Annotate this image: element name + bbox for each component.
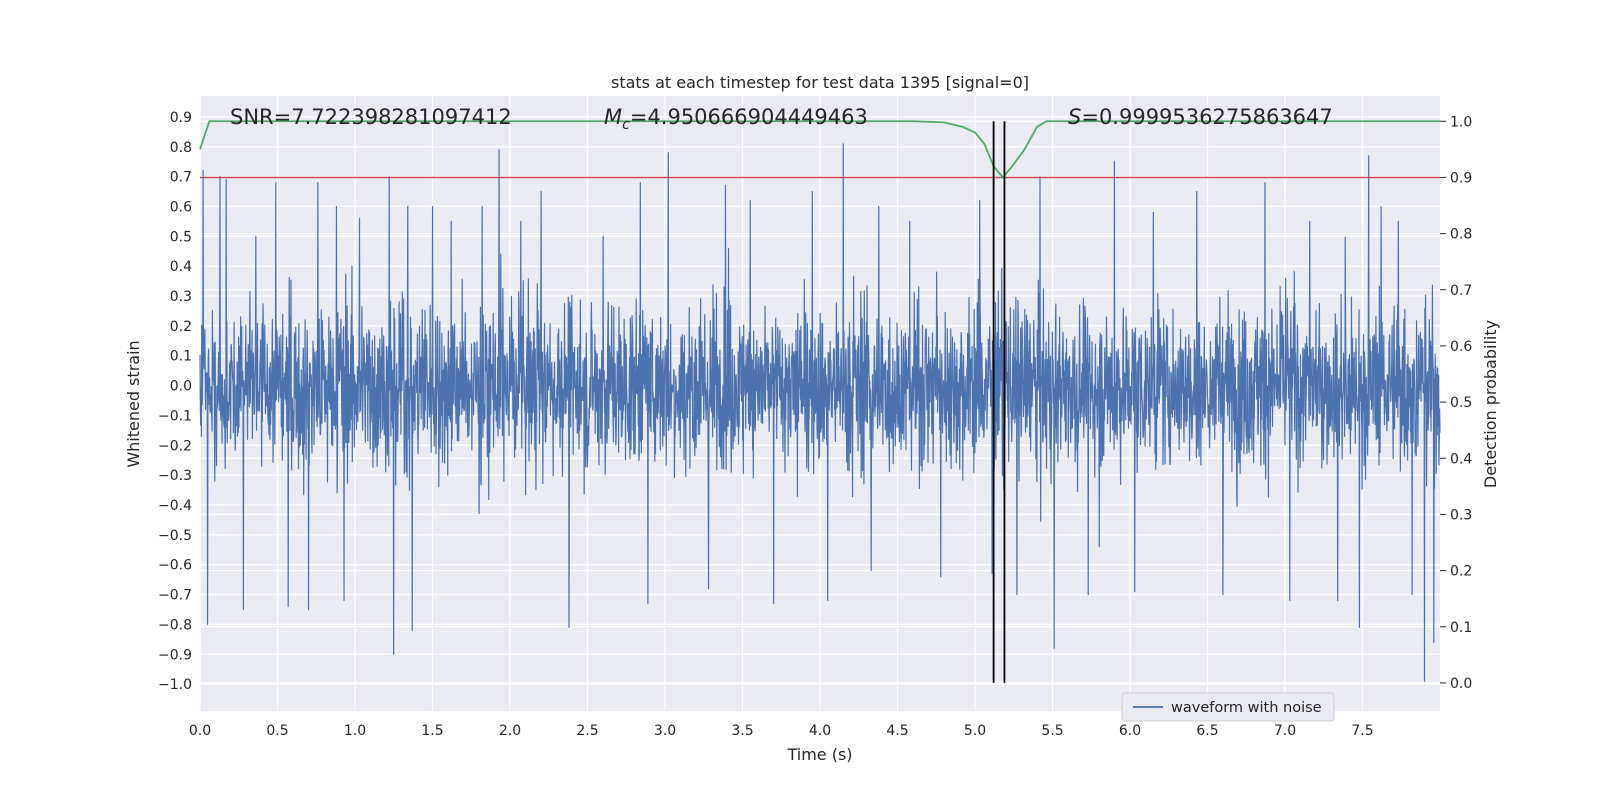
y-tick-label: −0.5 xyxy=(158,528,192,544)
y-tick-label: 0.9 xyxy=(170,110,192,126)
y-tick-label: 0.2 xyxy=(170,319,192,335)
y-tick-label: 0.0 xyxy=(170,379,192,395)
y-tick-label: −1.0 xyxy=(158,677,192,693)
x-tick-label: 3.5 xyxy=(731,723,753,739)
y-tick-label: −0.1 xyxy=(158,408,192,424)
x-tick-label: 2.5 xyxy=(576,723,598,739)
y2-tick-label: 1.0 xyxy=(1450,114,1472,130)
y2-tick-label: 0.6 xyxy=(1450,339,1472,355)
x-tick-label: 6.0 xyxy=(1119,723,1141,739)
y-axis-label: Whitened strain xyxy=(124,340,143,467)
y-tick-label: 0.8 xyxy=(170,140,192,156)
y-tick-label: −0.7 xyxy=(158,588,192,604)
s-statistic-annotation: S=0.9999536275863647 xyxy=(1068,105,1333,129)
y2-tick-label: 0.5 xyxy=(1450,395,1472,411)
x-tick-label: 5.0 xyxy=(964,723,986,739)
legend: waveform with noise xyxy=(1121,692,1335,722)
y-tick-label: 0.4 xyxy=(170,259,192,275)
y-tick-label: 0.6 xyxy=(170,199,192,215)
x-tick-label: 2.0 xyxy=(499,723,521,739)
y-tick-label: 0.5 xyxy=(170,229,192,245)
x-tick-label: 1.0 xyxy=(344,723,366,739)
detection-probability-series xyxy=(199,120,1440,683)
y2-tick-label: 0.1 xyxy=(1450,620,1472,636)
x-axis-label: Time (s) xyxy=(786,745,852,764)
y-tick-label: 0.1 xyxy=(170,349,192,365)
y-tick-label: −0.9 xyxy=(158,647,192,663)
y-tick-label: −0.8 xyxy=(158,617,192,633)
y2-tick-label: 0.0 xyxy=(1450,676,1472,692)
legend-label: waveform with noise xyxy=(1171,700,1322,716)
waveform-line xyxy=(199,143,1441,682)
y-tick-label: −0.3 xyxy=(158,468,192,484)
x-tick-label: 0.5 xyxy=(266,723,288,739)
y2-tick-label: 0.2 xyxy=(1450,564,1472,580)
snr-annotation: SNR=7.722398281097412 xyxy=(230,105,512,129)
y-tick-label: 0.3 xyxy=(170,289,192,305)
chart-title: stats at each timestep for test data 139… xyxy=(611,73,1029,92)
y-tick-label: 0.7 xyxy=(170,170,192,186)
y-tick-label: −0.2 xyxy=(158,438,192,454)
y-tick-label: −0.6 xyxy=(158,558,192,574)
x-tick-label: 0.0 xyxy=(189,723,211,739)
y2-tick-label: 0.9 xyxy=(1450,170,1472,186)
x-tick-label: 1.5 xyxy=(421,723,443,739)
y-tick-label: −0.4 xyxy=(158,498,192,514)
x-tick-label: 7.5 xyxy=(1351,723,1373,739)
y2-tick-label: 0.7 xyxy=(1450,283,1472,299)
x-tick-label: 5.5 xyxy=(1041,723,1063,739)
y2-tick-label: 0.4 xyxy=(1450,451,1472,467)
x-tick-label: 4.5 xyxy=(886,723,908,739)
x-tick-label: 7.0 xyxy=(1274,723,1296,739)
chirp-mass-annotation: Mc=4.950666904449463 xyxy=(604,105,868,133)
y2-tick-label: 0.8 xyxy=(1450,227,1472,243)
waveform-series xyxy=(199,143,1441,682)
legend-box xyxy=(1121,692,1335,722)
y2-tick-label: 0.3 xyxy=(1450,507,1472,523)
y2-axis-label: Detection probability xyxy=(1481,320,1500,488)
x-tick-label: 4.0 xyxy=(809,723,831,739)
x-tick-label: 3.0 xyxy=(654,723,676,739)
detection-probability-line xyxy=(199,120,1440,179)
axes: 0.0 0.5 1.0 1.5 2.0 2.5 3.0 3.5 4.0 4.5 5.0 5.5 6.0 6… xyxy=(158,110,1472,739)
x-tick-label: 6.5 xyxy=(1196,723,1218,739)
